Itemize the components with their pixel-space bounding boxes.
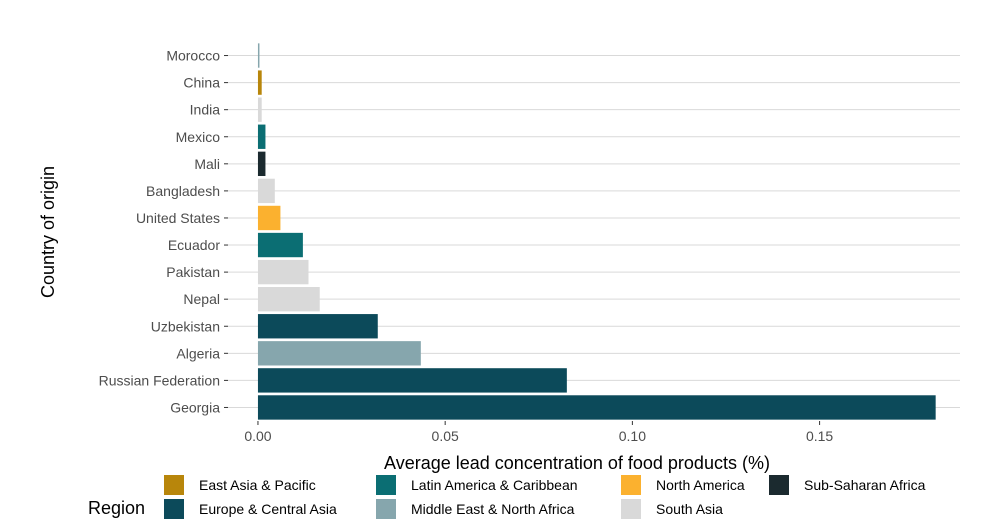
y-tick-label: Bangladesh [146, 183, 220, 199]
y-tick-label: Russian Federation [99, 372, 220, 388]
x-tick-label: 0.15 [806, 428, 833, 444]
legend-label: Middle East & North Africa [411, 501, 575, 517]
bar [257, 205, 281, 231]
bar [257, 232, 303, 258]
bars [257, 43, 936, 420]
y-tick-label: Ecuador [168, 237, 220, 253]
bar [257, 395, 936, 420]
x-tick-label: 0.10 [619, 428, 646, 444]
legend-label: Europe & Central Asia [199, 501, 337, 517]
legend-label: Sub-Saharan Africa [804, 477, 926, 493]
y-tick-label: Georgia [170, 399, 220, 415]
y-tick-label: Morocco [166, 48, 220, 64]
legend-swatch [376, 475, 396, 495]
legend-swatch [164, 475, 184, 495]
bar [257, 259, 309, 285]
legend-title: Region [88, 498, 145, 518]
x-tick-label: 0.00 [244, 428, 271, 444]
bar [257, 178, 275, 204]
y-tick-label: China [183, 75, 220, 91]
y-tick-label: India [190, 102, 221, 118]
y-axis: Morocco China India Mexico Mali Bangladesh Uni… [99, 48, 228, 415]
y-tick-label: Mali [194, 156, 220, 172]
bar [257, 124, 266, 149]
x-axis-title: Average lead concentration of food produ… [384, 453, 770, 473]
legend: Region East Asia & Pacific Europe & Centr… [88, 475, 926, 519]
y-tick-label: Pakistan [166, 264, 220, 280]
legend-swatch [621, 475, 641, 495]
y-tick-label: Uzbekistan [151, 318, 220, 334]
bar [257, 341, 421, 366]
bar [257, 368, 567, 393]
bar [257, 286, 320, 312]
x-axis: 0.00 0.05 0.10 0.15 [244, 421, 833, 444]
y-tick-label: United States [136, 210, 220, 226]
legend-swatch [164, 499, 184, 519]
y-tick-label: Nepal [183, 291, 220, 307]
legend-label: North America [656, 477, 745, 493]
legend-swatch [621, 499, 641, 519]
legend-swatch [376, 499, 396, 519]
legend-swatch [769, 475, 789, 495]
legend-label: East Asia & Pacific [199, 477, 316, 493]
y-axis-title: Country of origin [38, 166, 58, 298]
bar [257, 70, 262, 95]
legend-label: Latin America & Caribbean [411, 477, 578, 493]
bar [257, 43, 260, 68]
bar [257, 314, 378, 339]
legend-label: South Asia [656, 501, 723, 517]
y-tick-label: Mexico [176, 129, 221, 145]
x-tick-label: 0.05 [432, 428, 459, 444]
bar [257, 151, 266, 177]
y-tick-label: Algeria [176, 345, 220, 361]
bar [257, 97, 262, 122]
